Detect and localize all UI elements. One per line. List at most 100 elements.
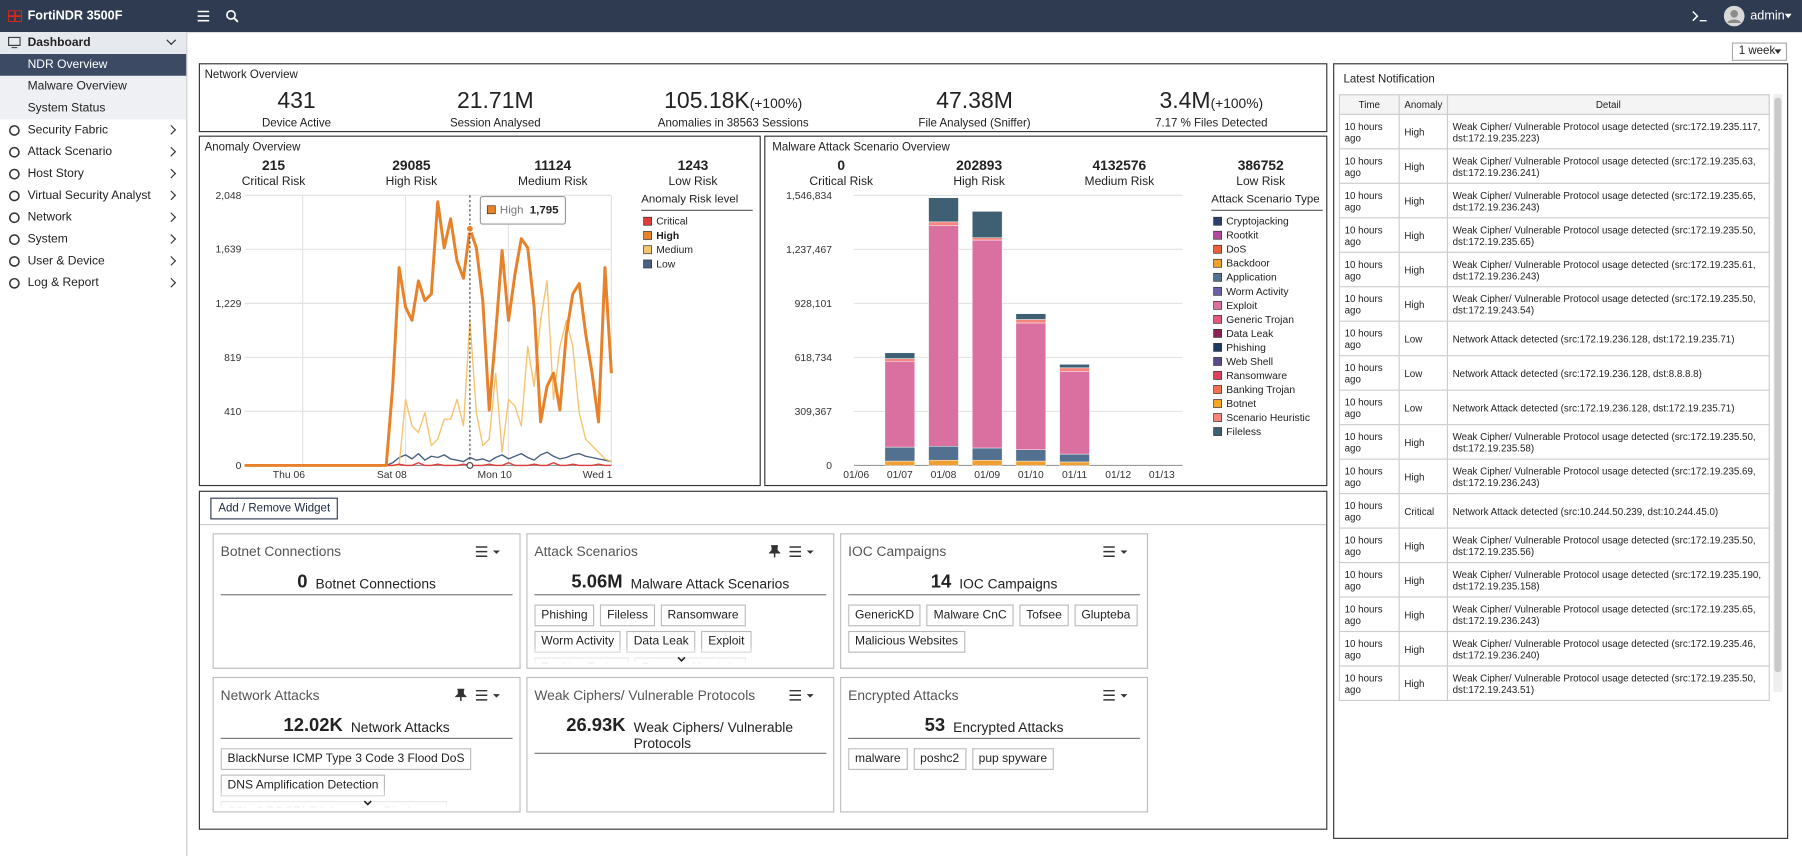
stat: 47.38M File Analysed (Sniffer) — [848, 88, 1101, 129]
widget-menu[interactable] — [1103, 689, 1131, 701]
widget-title: Attack Scenarios — [534, 543, 638, 560]
nav-item[interactable]: System Status — [0, 97, 187, 120]
tag[interactable]: Tofsee — [1019, 604, 1069, 627]
y-tick-label: 1,229 — [215, 299, 241, 310]
tag[interactable]: GenericKD — [848, 604, 921, 627]
notification-row[interactable]: 10 hours ago High Weak Cipher/ Vulnerable … — [1338, 217, 1770, 253]
scroll-thumb[interactable] — [1774, 97, 1782, 673]
notification-row[interactable]: 10 hours ago Critical Network Attack detec… — [1338, 493, 1770, 529]
widget-menu[interactable] — [475, 546, 504, 557]
legend-label: Banking Trojan — [1226, 385, 1295, 396]
widget-menu[interactable] — [475, 689, 504, 701]
pin-icon[interactable] — [768, 545, 781, 559]
nav-item[interactable]: Network — [0, 207, 186, 229]
series-line — [244, 200, 613, 467]
notification-row[interactable]: 10 hours ago High Weak Cipher/ Vulnerable … — [1338, 527, 1770, 564]
hover-point — [465, 224, 474, 233]
widget-menu[interactable] — [1103, 546, 1131, 557]
notification-row[interactable]: 10 hours ago High Weak Cipher/ Vulnerable … — [1338, 630, 1770, 667]
time-cell: 10 hours ago — [1338, 424, 1400, 460]
nav-item[interactable]: Attack Scenario — [0, 141, 186, 163]
tag[interactable]: Fileless — [600, 604, 655, 627]
legend-swatch — [643, 231, 652, 240]
notification-row[interactable]: 10 hours ago Low Network Attack detected (… — [1338, 320, 1770, 357]
nav-item[interactable]: NDR Overview — [0, 54, 187, 76]
widget-menu[interactable] — [789, 546, 818, 557]
time-range-select[interactable]: 1 week — [1731, 42, 1788, 61]
tag[interactable]: pup spyware — [971, 748, 1054, 770]
risk-count: 4132576 — [1093, 158, 1147, 173]
expand-chevron[interactable] — [363, 800, 372, 807]
bar-segment — [884, 358, 916, 362]
pin-icon[interactable] — [455, 688, 467, 702]
tag[interactable]: Malware CnC — [926, 604, 1014, 627]
tag[interactable]: poshc2 — [913, 748, 966, 770]
scrollbar[interactable] — [1773, 94, 1783, 692]
notification-row[interactable]: 10 hours ago High Weak Cipher/ Vulnerable … — [1338, 148, 1770, 184]
notification-table: Time Anomaly Detail 10 hours ago High Weak C… — [1338, 94, 1770, 702]
notification-row[interactable]: 10 hours ago High Weak Cipher/ Vulnerable … — [1338, 596, 1770, 633]
notification-row[interactable]: 10 hours ago High Weak Cipher/ Vulnerable … — [1338, 665, 1770, 702]
anomaly-cell: High — [1398, 113, 1449, 150]
time-cell: 10 hours ago — [1338, 217, 1400, 253]
icon-shape — [9, 277, 20, 289]
x-tick-label: 01/10 — [1018, 470, 1044, 481]
legend-label: Web Shell — [1226, 357, 1273, 368]
x-tick-label: 01/07 — [887, 470, 913, 481]
bar-segment — [928, 459, 959, 466]
nav-dashboard[interactable]: Dashboard — [0, 32, 187, 55]
notification-row[interactable]: 10 hours ago High Weak Cipher/ Vulnerable … — [1338, 286, 1770, 322]
top-bar: FortiNDR 3500F admin — [0, 0, 1802, 33]
nav-item[interactable]: Security Fabric — [0, 120, 186, 142]
widget-title: Botnet Connections — [220, 543, 342, 560]
nav-item[interactable]: User & Device — [0, 251, 186, 273]
nav-item[interactable]: Virtual Security Analyst — [0, 185, 186, 207]
table-header: Time Anomaly Detail — [1338, 94, 1770, 115]
tag[interactable]: Glupteba — [1074, 604, 1138, 627]
notification-row[interactable]: 10 hours ago High Weak Cipher/ Vulnerable … — [1338, 251, 1770, 288]
panel-title: Network Overview — [204, 68, 298, 82]
widget-count: 53 — [924, 715, 946, 736]
bar-segment — [972, 447, 1003, 461]
notification-row[interactable]: 10 hours ago High Weak Cipher/ Vulnerable … — [1338, 182, 1770, 219]
time-cell: 10 hours ago — [1338, 389, 1400, 426]
avatar[interactable] — [1723, 5, 1745, 27]
panel-title: Anomaly Overview — [204, 141, 301, 154]
expand-chevron[interactable] — [677, 656, 686, 663]
y-tick-label: 1,237,467 — [786, 245, 832, 256]
x-tick-label: 01/06 — [843, 470, 869, 481]
detail-cell: Weak Cipher/ Vulnerable Protocol usage d… — [1446, 251, 1770, 288]
notification-row[interactable]: 10 hours ago High Weak Cipher/ Vulnerable … — [1338, 424, 1770, 460]
tag[interactable]: Ransomware — [660, 604, 746, 627]
menu-icon — [475, 689, 488, 701]
menu-toggle[interactable] — [197, 9, 211, 23]
cli-button[interactable] — [1692, 10, 1708, 22]
notification-row[interactable]: 10 hours ago High Weak Cipher/ Vulnerable … — [1338, 561, 1770, 598]
nav-item[interactable]: Malware Overview — [0, 75, 187, 98]
nav-label: Host Story — [27, 166, 84, 181]
bar-segment — [972, 211, 1003, 238]
nav-item[interactable]: System — [0, 229, 186, 251]
pin-shape — [768, 545, 781, 558]
notification-row[interactable]: 10 hours ago High Weak Cipher/ Vulnerable … — [1338, 458, 1770, 495]
add-remove-widget-button[interactable]: Add / Remove Widget — [210, 497, 339, 520]
widget-menu[interactable] — [789, 689, 818, 701]
notification-row[interactable]: 10 hours ago Low Network Attack detected (… — [1338, 355, 1770, 391]
panel-title: Malware Attack Scenario Overview — [772, 141, 950, 154]
nav-item[interactable]: Log & Report — [0, 272, 186, 294]
menu-icon — [1103, 546, 1115, 557]
tag[interactable]: Malicious Websites — [848, 630, 965, 653]
legend-label: Generic Trojan — [1226, 315, 1294, 326]
tag[interactable]: Phishing — [534, 604, 595, 627]
notification-row[interactable]: 10 hours ago High Weak Cipher/ Vulnerable … — [1338, 113, 1770, 150]
detail-cell: Weak Cipher/ Vulnerable Protocol usage d… — [1446, 665, 1770, 702]
user-name[interactable]: admin — [1750, 9, 1785, 23]
notification-row[interactable]: 10 hours ago Low Network Attack detected (… — [1338, 389, 1770, 426]
nav-item[interactable]: Host Story — [0, 163, 186, 185]
tag[interactable]: malware — [848, 748, 908, 770]
legend-label: Fileless — [1226, 427, 1261, 438]
tag[interactable]: BlackNurse ICMP Type 3 Code 3 Flood DoS — [220, 748, 472, 770]
search-button[interactable] — [225, 9, 239, 23]
logo — [8, 10, 22, 22]
legend-swatch — [1213, 371, 1222, 380]
